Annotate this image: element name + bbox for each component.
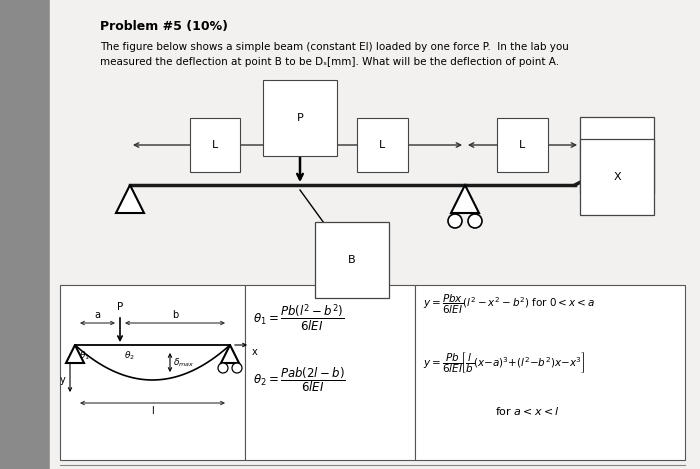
Text: $\theta_2 = \dfrac{Pab(2l-b)}{6lEI}$: $\theta_2 = \dfrac{Pab(2l-b)}{6lEI}$	[253, 365, 346, 393]
Text: a: a	[94, 310, 101, 320]
Text: y: y	[60, 375, 66, 385]
Circle shape	[448, 214, 462, 228]
Polygon shape	[116, 185, 144, 213]
Text: for $a < x < l$: for $a < x < l$	[495, 405, 559, 417]
Text: $\delta_{max}$: $\delta_{max}$	[173, 356, 195, 369]
Text: X: X	[613, 172, 621, 182]
Text: P: P	[297, 113, 303, 123]
Bar	[245, 285, 415, 460]
Text: $\theta_1$: $\theta_1$	[79, 350, 90, 363]
Text: $\theta_2$: $\theta_2$	[124, 350, 135, 363]
Text: $y = \dfrac{Pbx}{6lEI}(l^2 - x^2 - b^2)$ for $0 < x < a$: $y = \dfrac{Pbx}{6lEI}(l^2 - x^2 - b^2)$…	[423, 293, 595, 316]
Text: L: L	[519, 140, 526, 150]
Text: A: A	[613, 150, 621, 160]
Bar	[60, 285, 245, 460]
Circle shape	[218, 363, 228, 373]
Text: $y = \dfrac{Pb}{6lEI}\!\left[\dfrac{l}{b}(x{-}a)^3 {+} (l^2{-}b^2)x {-} x^3\righ: $y = \dfrac{Pb}{6lEI}\!\left[\dfrac{l}{b…	[423, 350, 585, 375]
Polygon shape	[451, 185, 479, 213]
Text: b: b	[172, 310, 178, 320]
Text: measured the deflection at point B to be Dₛ[mm]. What will be the deflection of : measured the deflection at point B to be…	[100, 57, 559, 67]
Text: P: P	[117, 302, 123, 312]
Text: L: L	[379, 140, 386, 150]
Text: L: L	[212, 140, 218, 150]
Text: l: l	[151, 406, 154, 416]
Text: B: B	[348, 255, 356, 265]
Text: Problem #5 (10%): Problem #5 (10%)	[100, 20, 228, 33]
Polygon shape	[66, 345, 84, 363]
Text: $\theta_1 = \dfrac{Pb(l^2-b^2)}{6lEI}$: $\theta_1 = \dfrac{Pb(l^2-b^2)}{6lEI}$	[253, 303, 344, 334]
Polygon shape	[221, 345, 239, 363]
Circle shape	[468, 214, 482, 228]
Text: The figure below shows a simple beam (constant EI) loaded by one force P.  In th: The figure below shows a simple beam (co…	[100, 42, 569, 52]
Bar	[415, 285, 685, 460]
Text: x: x	[252, 347, 258, 357]
Circle shape	[232, 363, 242, 373]
